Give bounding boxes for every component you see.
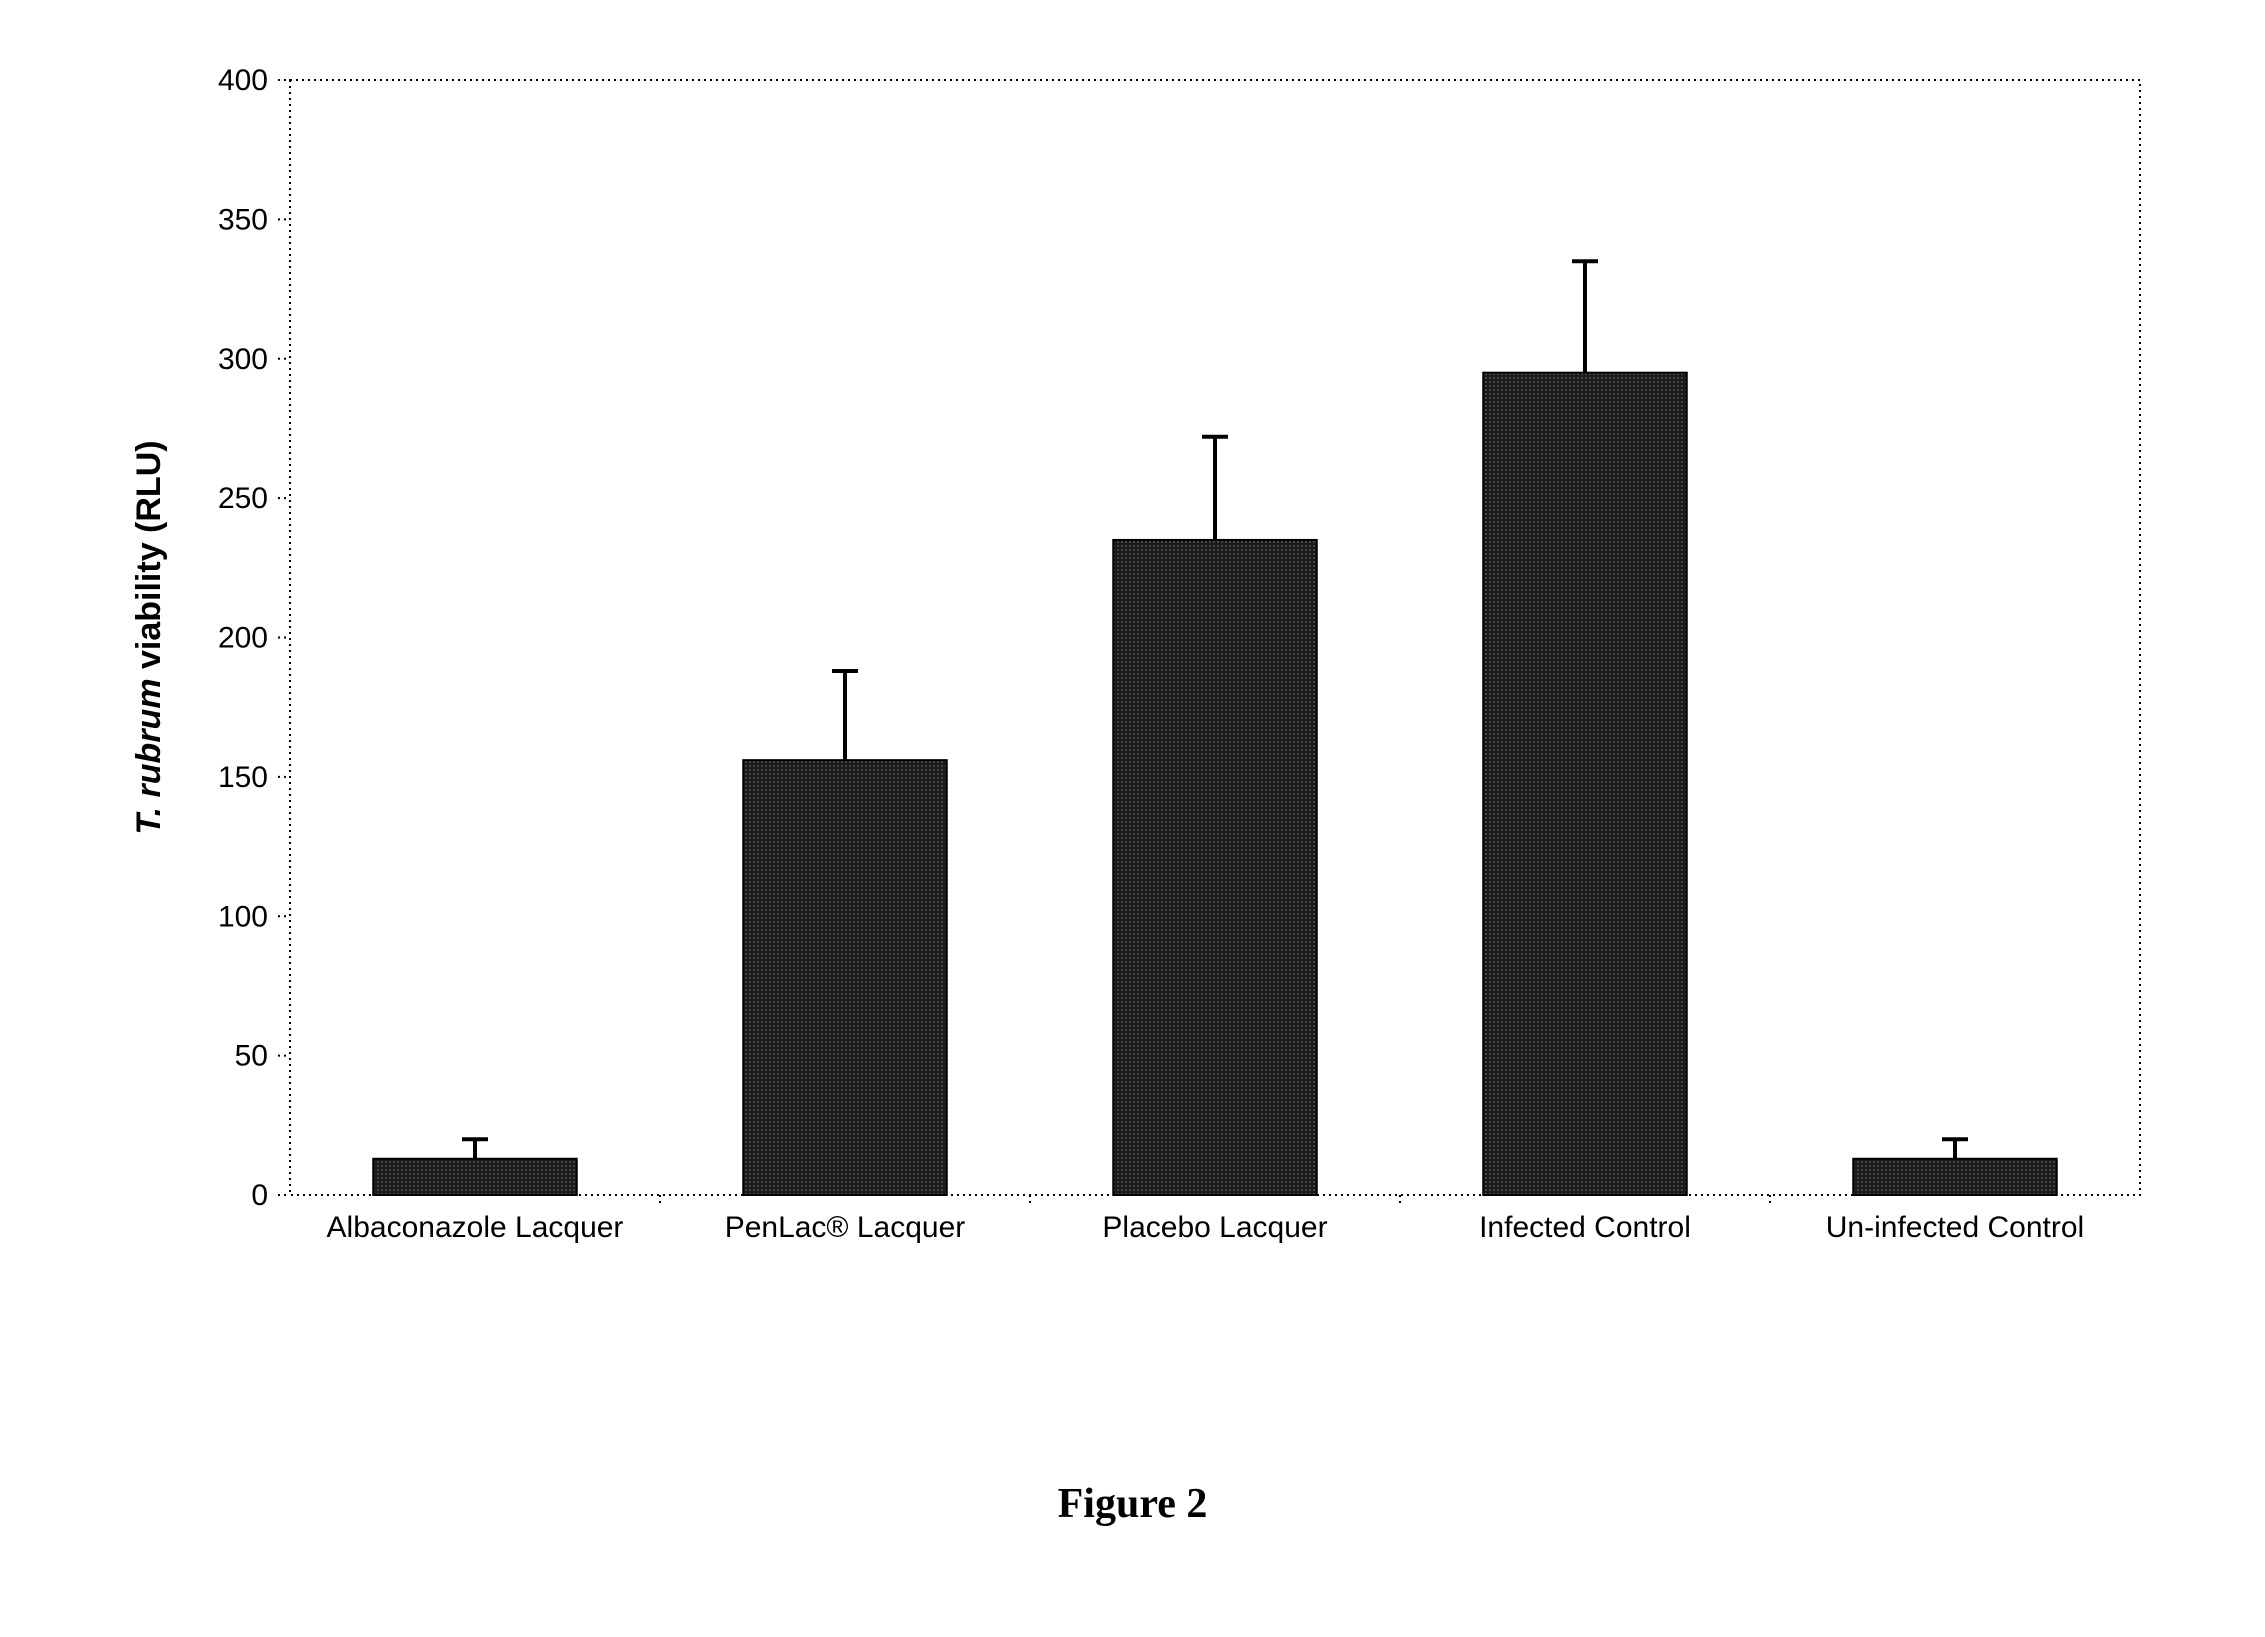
x-tick-label: Placebo Lacquer bbox=[1102, 1211, 1327, 1244]
bar bbox=[1483, 373, 1687, 1195]
bar bbox=[373, 1159, 577, 1195]
figure-caption: Figure 2 bbox=[0, 1480, 2265, 1528]
svg-text:400: 400 bbox=[218, 64, 268, 97]
svg-text:150: 150 bbox=[218, 761, 268, 794]
x-tick-label: Un-infected Control bbox=[1826, 1211, 2084, 1244]
bar-chart: 0 50 100 150 200 250 300 350 400 Albaconazole Lac… bbox=[0, 0, 2265, 1637]
x-tick-label: Infected Control bbox=[1479, 1211, 1691, 1244]
svg-text:350: 350 bbox=[218, 203, 268, 236]
svg-text:0: 0 bbox=[251, 1179, 268, 1212]
svg-text:250: 250 bbox=[218, 482, 268, 515]
x-tick-label: Albaconazole Lacquer bbox=[327, 1211, 624, 1244]
bar bbox=[743, 760, 947, 1195]
x-tick-label: PenLac® Lacquer bbox=[725, 1211, 966, 1244]
svg-text:200: 200 bbox=[218, 622, 268, 655]
svg-text:100: 100 bbox=[218, 900, 268, 933]
figure-container: 0 50 100 150 200 250 300 350 400 Albaconazole Lac… bbox=[0, 0, 2265, 1637]
bar bbox=[1853, 1159, 2057, 1195]
y-axis-label: T. rubrum viability (RLU) bbox=[130, 440, 168, 834]
bar bbox=[1113, 540, 1317, 1195]
svg-text:50: 50 bbox=[235, 1040, 268, 1073]
svg-text:300: 300 bbox=[218, 343, 268, 376]
